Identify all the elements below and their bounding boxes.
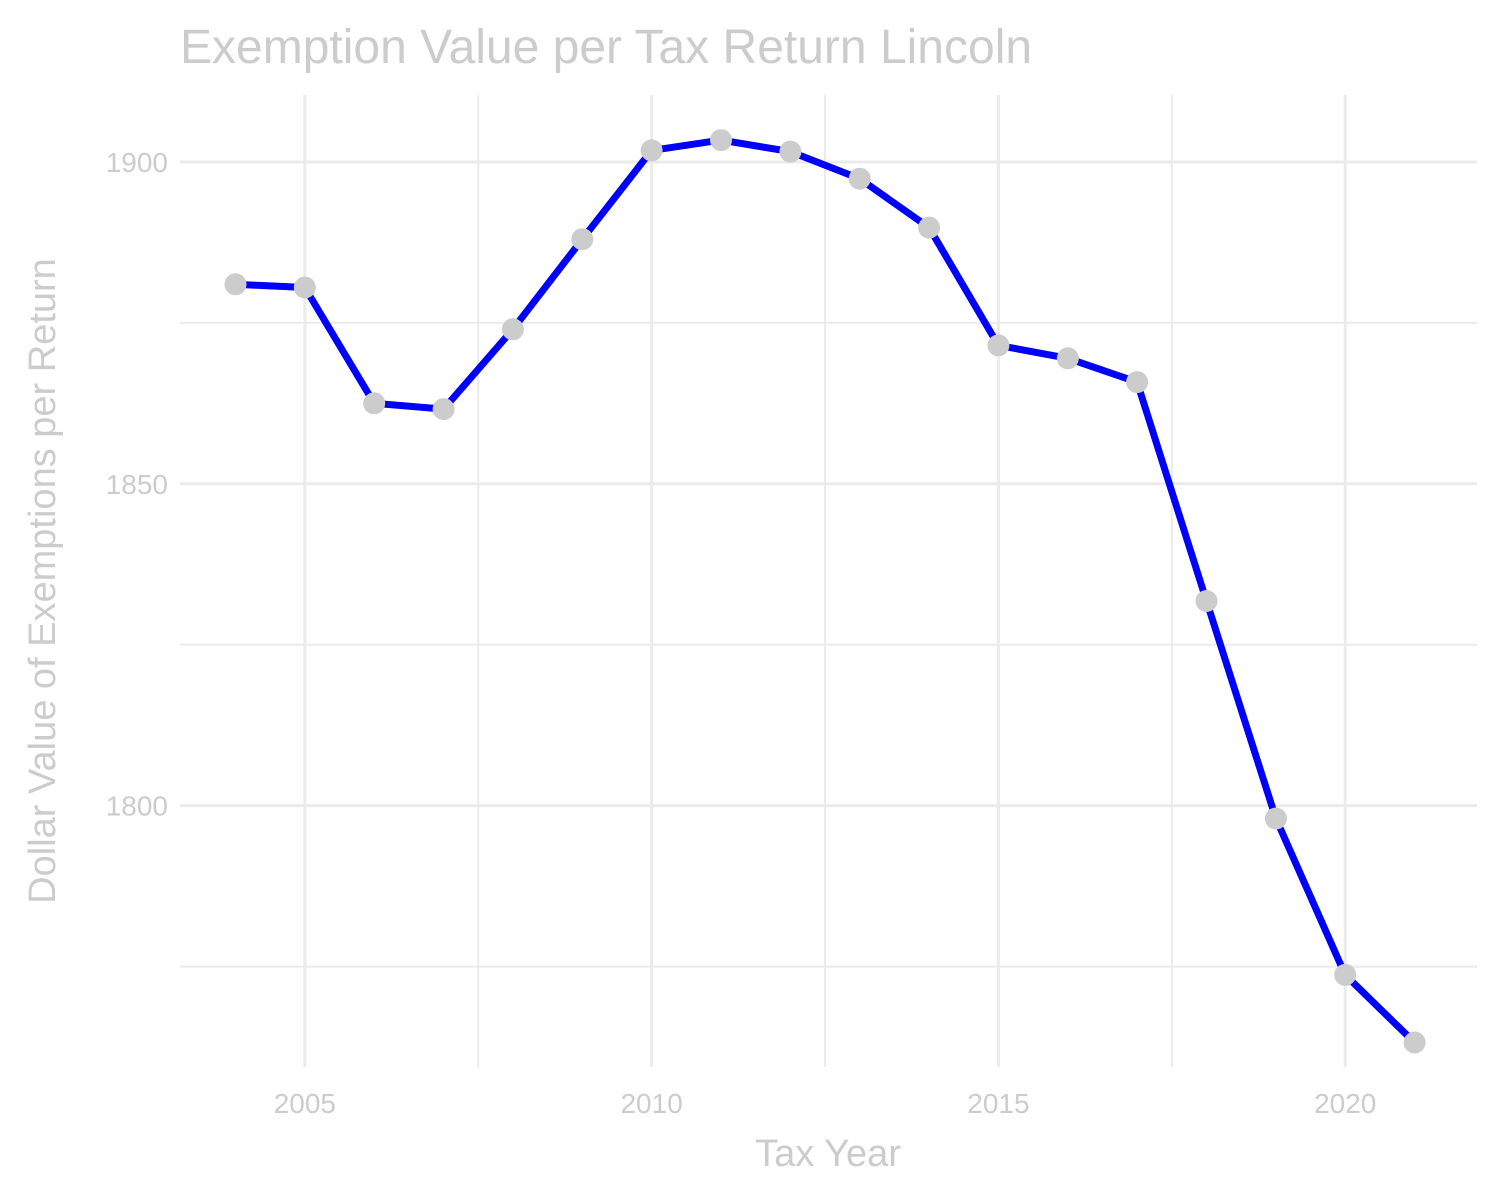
y-axis-tick-labels: 1800 1850 1900 [106,147,168,822]
series-layer [224,129,1426,1054]
x-tick-label: 2010 [620,1088,682,1119]
grid-lines [180,95,1477,1067]
chart-title: Exemption Value per Tax Return Lincoln [180,21,1032,74]
x-tick-label: 2020 [1314,1088,1376,1119]
data-point [987,334,1010,357]
y-tick-label: 1800 [106,791,168,822]
data-point [710,129,732,152]
x-tick-label: 2015 [967,1088,1029,1119]
data-point [1126,371,1149,394]
x-axis-tick-labels: 2005 2010 2015 2020 [274,1088,1377,1119]
x-tick-label: 2005 [274,1088,336,1119]
data-point [640,139,663,162]
data-point [848,167,871,190]
data-point [224,273,247,296]
data-point [1334,963,1357,986]
data-point [432,398,455,421]
data-point [363,392,386,415]
data-point [779,140,802,163]
data-point [1403,1031,1426,1054]
y-axis-title: Dollar Value of Exemptions per Return [22,258,64,904]
series-line [232,136,1419,1046]
data-point [571,228,594,251]
data-point [293,276,316,299]
y-tick-label: 1850 [106,469,168,500]
y-tick-label: 1900 [106,147,168,178]
data-point [1056,347,1079,370]
x-axis-title: Tax Year [755,1133,901,1175]
data-point [1195,590,1218,612]
data-point [918,216,941,239]
data-point [1264,807,1287,830]
data-point [501,318,524,341]
